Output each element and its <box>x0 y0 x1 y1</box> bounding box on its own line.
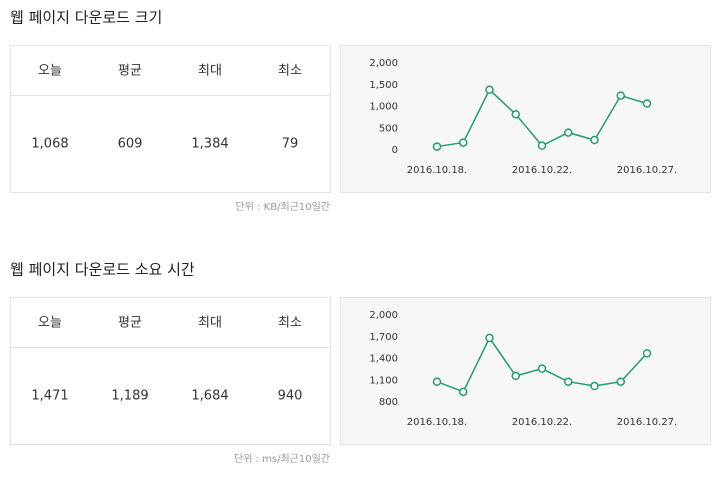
x-tick-label: 2016.10.27. <box>617 417 677 428</box>
table-header: 최소 <box>278 316 302 331</box>
table-cell: 79 <box>282 137 299 152</box>
table-cell: 940 <box>278 389 303 404</box>
x-tick-label: 2016.10.27. <box>617 165 677 176</box>
table-header: 최대 <box>198 316 222 331</box>
data-point <box>590 381 599 391</box>
data-point <box>459 138 468 147</box>
data-point <box>590 135 599 145</box>
unit-note: 단위 : ms/최근10일간 <box>234 452 330 465</box>
table-box <box>10 45 331 193</box>
table-cell: 1,471 <box>31 389 68 404</box>
y-tick-label: 500 <box>379 123 398 134</box>
unit-note: 단위 : KB/최근10일간 <box>236 200 330 213</box>
data-point <box>564 377 573 386</box>
data-point <box>485 85 494 95</box>
data-point <box>537 364 547 373</box>
data-point <box>432 142 442 151</box>
table-cell: 609 <box>118 137 143 152</box>
y-tick-label: 2,000 <box>369 58 398 69</box>
table-header: 최소 <box>278 64 302 79</box>
data-point <box>511 371 520 381</box>
y-tick-label: 1,400 <box>369 354 398 365</box>
table-header: 평균 <box>118 64 142 79</box>
table-header: 오늘 <box>38 64 62 79</box>
table-header: 평균 <box>118 316 142 331</box>
x-tick-label: 2016.10.18. <box>407 165 467 176</box>
y-tick-label: 1,500 <box>369 80 398 91</box>
data-point <box>459 387 468 397</box>
table-cell: 1,189 <box>111 389 148 404</box>
data-point <box>485 333 494 343</box>
section-title: 웹 페이지 다운로드 소요 시간 <box>10 261 195 279</box>
table-box <box>10 297 331 445</box>
data-point <box>616 91 625 100</box>
data-point <box>642 349 652 358</box>
y-tick-label: 0 <box>392 145 398 156</box>
chart-box <box>340 45 711 193</box>
data-point <box>511 110 520 119</box>
data-point <box>642 99 652 108</box>
data-point <box>432 377 442 386</box>
table-cell: 1,068 <box>31 137 68 152</box>
chart-box <box>340 297 711 445</box>
x-tick-label: 2016.10.22. <box>512 417 572 428</box>
data-point <box>564 128 573 137</box>
y-tick-label: 2,000 <box>369 310 398 321</box>
y-tick-label: 800 <box>379 397 398 408</box>
data-point <box>616 377 625 386</box>
y-tick-label: 1,000 <box>369 102 398 113</box>
section-title: 웹 페이지 다운로드 크기 <box>10 9 162 27</box>
table-cell: 1,684 <box>191 389 228 404</box>
x-tick-label: 2016.10.22. <box>512 165 572 176</box>
table-header: 오늘 <box>38 316 62 331</box>
table-header: 최대 <box>198 64 222 79</box>
x-tick-label: 2016.10.18. <box>407 417 467 428</box>
data-point <box>537 141 547 150</box>
table-cell: 1,384 <box>191 137 228 152</box>
y-tick-label: 1,700 <box>369 332 398 343</box>
y-tick-label: 1,100 <box>369 375 398 386</box>
